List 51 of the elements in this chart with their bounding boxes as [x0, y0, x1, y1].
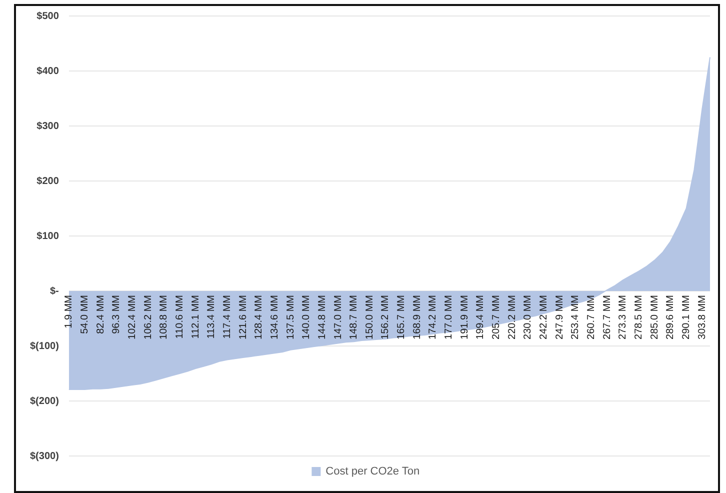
x-tick-label: 247.9 MM [554, 295, 566, 340]
x-tick-label: 113.4 MM [206, 295, 218, 339]
x-tick-label: 150.0 MM [364, 295, 376, 340]
y-tick-label: $(300) [30, 450, 59, 462]
x-tick-label: 82.4 MM [95, 295, 106, 334]
x-tick-label: 117.4 MM [222, 295, 233, 339]
x-tick-label: 108.8 MM [158, 295, 170, 340]
x-tick-label: 278.5 MM [634, 295, 645, 340]
x-tick-label: 303.8 MM [696, 295, 708, 340]
x-tick-label: 106.2 MM [142, 295, 154, 340]
x-tick-label: 230.0 MM [522, 295, 534, 340]
x-tick-label: 112.1 MM [190, 295, 202, 339]
x-tick-label: 121.6 MM [238, 295, 249, 340]
y-tick-label: $400 [36, 66, 60, 77]
x-tick-label: 267.7 MM [602, 295, 613, 340]
x-tick-label: 110.6 MM [174, 295, 186, 339]
x-tick-label: 260.7 MM [586, 295, 598, 340]
x-tick-label: 199.4 MM [475, 295, 486, 340]
x-tick-label: 156.2 MM [380, 295, 392, 340]
x-tick-label: 191.9 MM [459, 295, 470, 340]
y-tick-label: $200 [36, 176, 60, 187]
x-tick-label: 140.0 MM [301, 295, 312, 340]
x-tick-label: 273.3 MM [618, 295, 629, 340]
y-tick-label: $100 [36, 230, 60, 242]
y-tick-label: $- [50, 286, 59, 297]
x-tick-label: 134.6 MM [269, 295, 280, 340]
x-tick-label: 220.2 MM [506, 295, 518, 340]
x-tick-label: 285.0 MM [649, 295, 660, 340]
x-tick-label: 205.7 MM [491, 295, 502, 340]
x-tick-label: 96.3 MM [111, 295, 122, 334]
y-tick-label: $(100) [30, 340, 59, 352]
x-tick-label: 253.4 MM [570, 295, 582, 340]
x-tick-label: 144.8 MM [316, 295, 328, 340]
y-tick-label: $300 [36, 120, 60, 132]
y-tick-label: $500 [36, 10, 60, 22]
x-tick-label: 128.4 MM [254, 295, 265, 340]
x-tick-label: 174.2 MM [428, 295, 439, 340]
x-tick-label: 137.5 MM [285, 295, 296, 340]
legend-label: Cost per CO2e Ton [326, 466, 420, 478]
x-tick-label: 290.1 MM [681, 295, 692, 340]
x-tick-label: 54.0 MM [79, 295, 90, 334]
x-tick-label: 165.7 MM [396, 295, 408, 340]
x-tick-label: 177.0 MM [444, 295, 455, 340]
x-tick-label: 242.2 MM [538, 295, 550, 340]
x-tick-label: 102.4 MM [126, 295, 138, 340]
x-tick-label: 168.9 MM [412, 295, 423, 340]
x-tick-label: 148.7 MM [348, 295, 360, 340]
x-tick-label: 147.0 MM [332, 295, 344, 340]
x-tick-label: 1.9 MM [64, 295, 75, 328]
y-tick-label: $(200) [30, 396, 59, 407]
x-tick-label: 289.6 MM [665, 295, 676, 340]
